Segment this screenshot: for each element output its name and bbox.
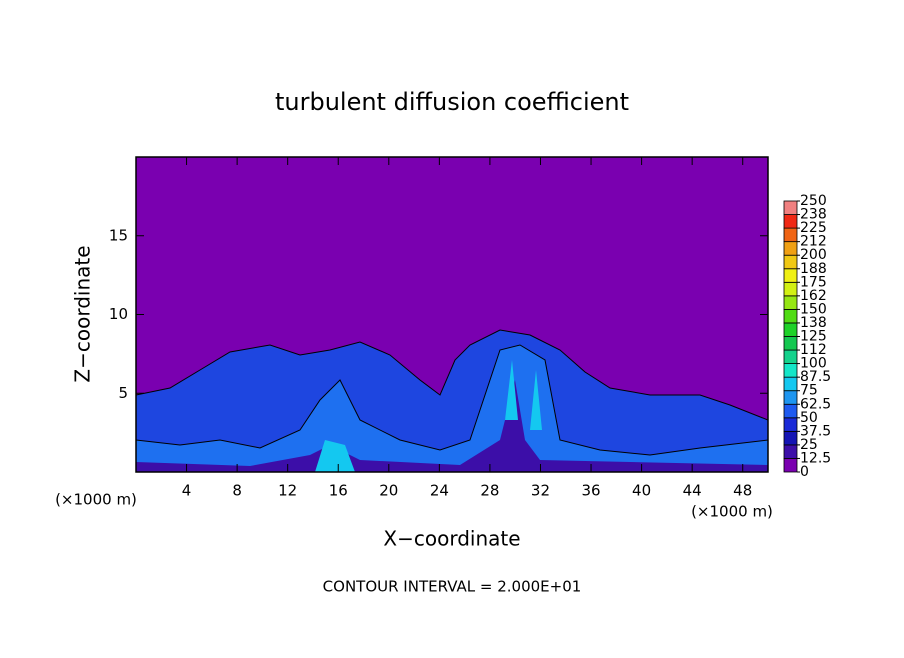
colorbar-swatch [783,322,798,337]
colorbar-label: 50 [800,410,818,426]
colorbar-label: 238 [800,207,827,223]
colorbar-swatch [783,214,798,229]
colorbar-label: 225 [800,220,827,236]
colorbar-swatch [783,403,798,419]
x-tick-label: 20 [379,482,398,500]
colorbar-label: 37.5 [800,423,831,439]
y-axis-label: Z−coordinate [71,245,95,382]
x-unit-label: (×1000 m) [691,503,773,521]
colorbar-swatch [783,417,798,432]
colorbar-label: 250 [800,193,827,209]
contour-note: CONTOUR INTERVAL = 2.000E+01 [323,578,582,596]
colorbar-swatch [783,200,798,215]
colorbar-label: 175 [800,274,827,290]
field-region [136,344,768,472]
x-tick-label: 8 [232,482,242,500]
colorbar-swatch [783,295,798,310]
field-region [315,360,542,472]
colorbar-swatch [783,308,798,324]
x-tick-label: 12 [278,482,297,500]
colorbar-swatch [783,390,798,405]
colorbar-swatch [783,430,798,446]
colorbar-label: 100 [800,356,827,372]
x-axis-label: X−coordinate [383,527,520,551]
y-tick-label: 10 [109,305,128,323]
contour-field [136,157,768,472]
x-tick-label: 28 [480,482,499,500]
colorbar-label: 12.5 [800,450,831,466]
x-tick-label: 32 [531,482,550,500]
colorbar-swatch [783,336,798,351]
x-tick-label: 24 [430,482,449,500]
colorbar-label: 188 [800,261,827,277]
colorbar-label: 87.5 [800,369,831,385]
colorbar-label: 75 [800,383,818,399]
x-tick-label: 40 [632,482,651,500]
colorbar-swatch [783,444,798,459]
chart-title: turbulent diffusion coefficient [275,88,629,116]
x-tick-label: 48 [733,482,752,500]
colorbar-label: 62.5 [800,396,831,412]
x-tick-label: 44 [683,482,702,500]
colorbar-swatch [783,363,798,378]
colorbar-swatch [783,227,798,243]
colorbar-label: 112 [800,342,827,358]
colorbar-swatch [783,254,798,270]
colorbar-label: 212 [800,234,827,250]
colorbar-label: 138 [800,315,827,331]
y-tick-label: 15 [109,226,128,244]
colorbar-label: 25 [800,437,818,453]
x-tick-label: 16 [329,482,348,500]
y-unit-label: (×1000 m) [55,491,137,509]
colorbar-swatch [783,349,798,364]
colorbar-swatch [783,281,798,297]
colorbar-swatch [783,376,798,392]
x-tick-label: 36 [581,482,600,500]
y-tick-label: 5 [118,384,128,402]
colorbar-label: 200 [800,247,827,263]
colorbar-swatch [783,458,798,473]
colorbar-label: 162 [800,288,827,304]
x-tick-label: 4 [182,482,192,500]
colorbar-swatch [783,268,798,283]
colorbar-label: 150 [800,301,827,317]
colorbar-label: 0 [800,464,809,480]
colorbar-swatch [783,241,798,256]
colorbar-label: 125 [800,329,827,345]
